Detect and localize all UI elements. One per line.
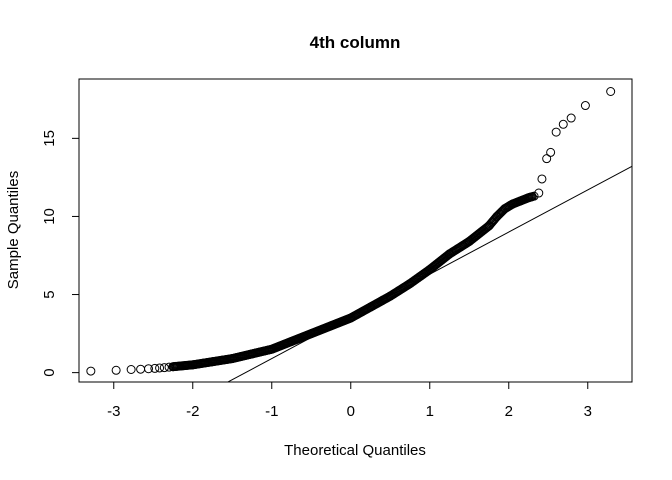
data-point [546, 147, 556, 157]
data-point [144, 364, 154, 374]
data-point [155, 363, 165, 373]
data-point [551, 127, 561, 137]
data-point [500, 204, 510, 214]
data-point [306, 329, 316, 339]
data-point [366, 302, 376, 312]
data-point [287, 336, 297, 346]
x-axis: -3 -2 -1 0 1 2 3 [107, 381, 592, 420]
data-point [529, 191, 539, 201]
x-tick-label: 1 [426, 403, 434, 420]
data-point [346, 313, 356, 323]
y-tick-label: 10 [41, 208, 58, 225]
data-point [385, 291, 395, 301]
data-point [524, 193, 534, 203]
data-point [464, 236, 474, 246]
plot-frame [78, 78, 633, 383]
data-point [208, 357, 218, 367]
x-tick-label: 0 [347, 403, 355, 420]
data-point [405, 279, 415, 289]
x-axis-label: Theoretical Quantiles [284, 442, 426, 459]
data-point [566, 113, 576, 123]
data-point [111, 365, 121, 375]
data-point [247, 349, 257, 359]
data-point [606, 86, 616, 96]
data-point [227, 354, 237, 364]
data-point [159, 363, 169, 373]
data-point [86, 366, 96, 376]
y-axis-label: Sample Quantiles [5, 171, 22, 289]
data-point [558, 119, 568, 129]
x-tick-label: -3 [107, 403, 120, 420]
data-point [136, 364, 146, 374]
data-point [542, 154, 552, 164]
x-tick-label: 3 [584, 403, 592, 420]
x-tick-label: 2 [505, 403, 513, 420]
data-point [484, 221, 494, 231]
data-point [188, 360, 198, 370]
data-point [425, 265, 435, 275]
data-point [492, 211, 502, 221]
data-point [580, 101, 590, 111]
data-point [267, 344, 277, 354]
y-tick-label: 0 [41, 368, 58, 376]
chart-title: 4th column [310, 33, 401, 52]
data-point [164, 362, 174, 372]
plot-contents [86, 86, 632, 382]
y-tick-label: 5 [41, 290, 58, 298]
y-tick-label: 15 [41, 130, 58, 147]
data-point [150, 363, 160, 373]
x-tick-label: -2 [186, 403, 199, 420]
y-axis: 0 5 10 15 [41, 130, 80, 377]
data-point [168, 362, 178, 372]
data-point [126, 365, 136, 375]
data-point [537, 174, 547, 184]
x-tick-label: -1 [265, 403, 278, 420]
data-point [516, 196, 526, 206]
data-point [326, 321, 336, 331]
data-point [534, 188, 544, 198]
data-point [445, 249, 455, 259]
data-point [508, 199, 518, 209]
plot-area [86, 86, 632, 382]
